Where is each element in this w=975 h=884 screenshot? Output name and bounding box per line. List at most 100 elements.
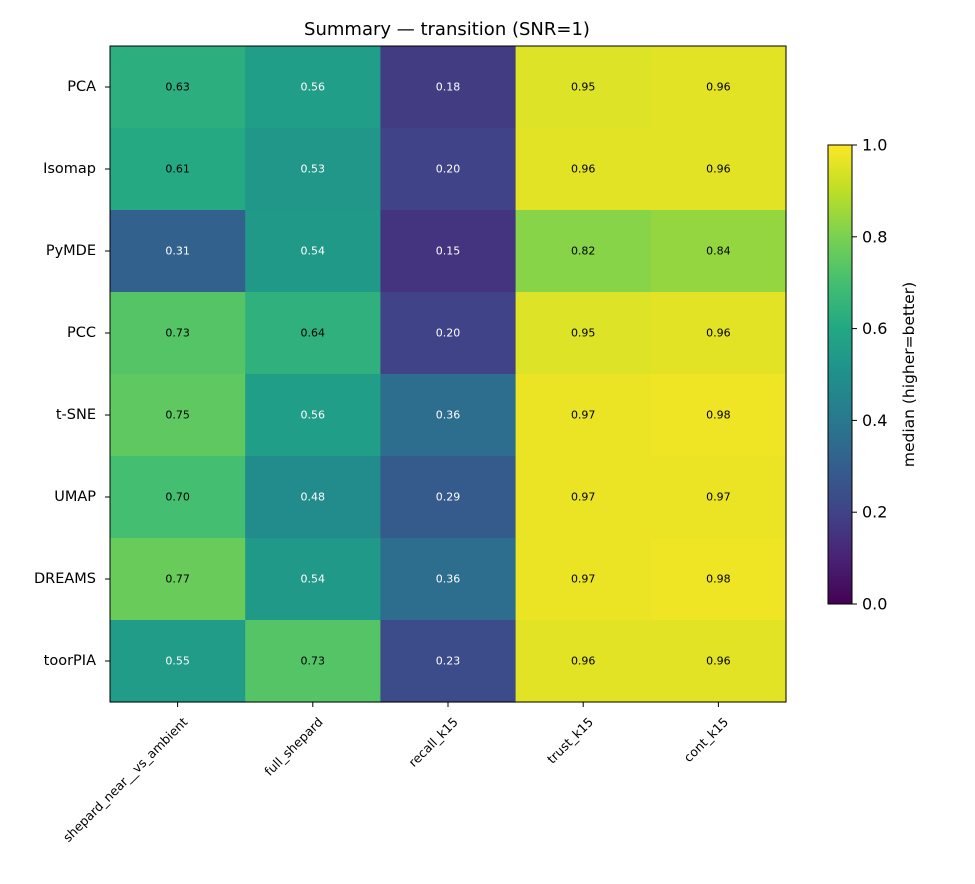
heatmap-cell bbox=[515, 128, 652, 211]
heatmap-cell bbox=[650, 210, 787, 293]
colorbar-tick-label: 0.8 bbox=[862, 227, 887, 246]
cell-value-label: 0.82 bbox=[571, 245, 596, 258]
column-label: cont_k15 bbox=[681, 714, 732, 765]
row-label: DREAMS bbox=[34, 571, 96, 587]
cell-value-label: 0.56 bbox=[301, 409, 326, 422]
column-labels: shepard_near__vs_ambient full_shepard reca… bbox=[60, 702, 731, 845]
heatmap-cell bbox=[245, 620, 381, 703]
heatmap-cell bbox=[245, 128, 381, 211]
row-label: Isomap bbox=[43, 161, 96, 177]
cell-value-label: 0.20 bbox=[436, 327, 461, 340]
cell-value-label: 0.54 bbox=[301, 573, 326, 586]
colorbar-tick-label: 0.4 bbox=[862, 411, 887, 430]
cell-value-label: 0.36 bbox=[436, 573, 461, 586]
heatmap-cell bbox=[245, 292, 381, 375]
heatmap-cell bbox=[650, 538, 787, 621]
heatmap-cell bbox=[245, 456, 381, 539]
heatmap-cell bbox=[650, 292, 787, 375]
heatmap-cell bbox=[515, 456, 652, 539]
heatmap-cell bbox=[650, 46, 787, 129]
cell-value-label: 0.36 bbox=[436, 409, 461, 422]
heatmap-cell bbox=[245, 210, 381, 293]
heatmap-cell bbox=[650, 374, 787, 457]
heatmap-cell bbox=[515, 538, 652, 621]
row-label: t-SNE bbox=[56, 407, 96, 423]
row-label: toorPIA bbox=[44, 653, 96, 669]
cell-value-label: 0.97 bbox=[571, 573, 596, 586]
row-label: PyMDE bbox=[46, 243, 96, 259]
heatmap-cell bbox=[110, 620, 246, 703]
heatmap-cell bbox=[380, 292, 517, 375]
heatmap-cell bbox=[110, 456, 246, 539]
column-label: trust_k15 bbox=[544, 714, 596, 766]
cell-value-label: 0.55 bbox=[165, 655, 190, 668]
cell-value-label: 0.73 bbox=[301, 655, 326, 668]
colorbar-gradient bbox=[827, 144, 853, 605]
heatmap-cell bbox=[245, 46, 381, 129]
cell-value-label: 0.95 bbox=[571, 81, 596, 94]
heatmap-cell bbox=[110, 292, 246, 375]
cell-value-label: 0.97 bbox=[706, 491, 731, 504]
cell-value-label: 0.61 bbox=[165, 163, 190, 176]
cell-value-label: 0.54 bbox=[301, 245, 326, 258]
heatmap-cell bbox=[245, 538, 381, 621]
column-label: shepard_near__vs_ambient bbox=[60, 714, 191, 845]
cell-value-label: 0.48 bbox=[301, 491, 326, 504]
column-label: recall_k15 bbox=[405, 714, 460, 769]
colorbar-tick-label: 0.2 bbox=[862, 503, 887, 522]
chart-title: Summary — transition (SNR=1) bbox=[304, 19, 590, 40]
cell-value-label: 0.98 bbox=[706, 573, 731, 586]
cell-value-label: 0.56 bbox=[301, 81, 326, 94]
heatmap-cell bbox=[515, 620, 652, 703]
cell-value-label: 0.15 bbox=[436, 245, 461, 258]
heatmap-cell bbox=[380, 620, 517, 703]
heatmap-cell bbox=[380, 374, 517, 457]
cell-value-label: 0.77 bbox=[165, 573, 190, 586]
heatmap-cell bbox=[110, 46, 246, 129]
cell-value-label: 0.96 bbox=[571, 163, 596, 176]
row-labels: PCA Isomap PyMDE PCC t-SNE UMAP DREAMS toorPIA bbox=[34, 79, 110, 669]
cell-value-label: 0.53 bbox=[301, 163, 326, 176]
cell-value-label: 0.75 bbox=[165, 409, 190, 422]
heatmap-cell bbox=[515, 210, 652, 293]
colorbar: 0.0 0.2 0.4 0.6 0.8 1.0 median (higher=better) bbox=[827, 136, 918, 614]
heatmap-cell bbox=[110, 538, 246, 621]
heatmap-cell bbox=[650, 128, 787, 211]
cell-value-label: 0.96 bbox=[706, 327, 731, 340]
cell-value-label: 0.20 bbox=[436, 163, 461, 176]
cell-value-label: 0.98 bbox=[706, 409, 731, 422]
heatmap-cell bbox=[380, 456, 517, 539]
heatmap-cell bbox=[245, 374, 381, 457]
cell-value-label: 0.97 bbox=[571, 409, 596, 422]
colorbar-tick-label: 0.6 bbox=[862, 319, 887, 338]
row-label: UMAP bbox=[54, 489, 96, 505]
cell-value-label: 0.84 bbox=[706, 245, 731, 258]
colorbar-label: median (higher=better) bbox=[900, 282, 918, 467]
cell-value-label: 0.73 bbox=[165, 327, 190, 340]
cell-value-label: 0.31 bbox=[165, 245, 190, 258]
cell-value-label: 0.96 bbox=[571, 655, 596, 668]
heatmap-cell bbox=[515, 292, 652, 375]
row-label: PCC bbox=[67, 325, 96, 341]
cell-value-label: 0.18 bbox=[436, 81, 461, 94]
cell-value-label: 0.96 bbox=[706, 163, 731, 176]
heatmap-cell bbox=[515, 46, 652, 129]
cell-value-label: 0.96 bbox=[706, 81, 731, 94]
heatmap-cell bbox=[380, 128, 517, 211]
heatmap-cell bbox=[515, 374, 652, 457]
heatmap-cell bbox=[650, 620, 787, 703]
heatmap-cell bbox=[650, 456, 787, 539]
heatmap-cells: 0.63 0.56 0.18 0.95 0.96 0.61 0.53 0.20 0.96 0.96… bbox=[110, 46, 787, 703]
cell-value-label: 0.63 bbox=[165, 81, 190, 94]
heatmap-cell bbox=[380, 538, 517, 621]
colorbar-tick-label: 0.0 bbox=[862, 595, 887, 614]
heatmap-cell bbox=[380, 46, 517, 129]
colorbar-tick-label: 1.0 bbox=[862, 136, 887, 155]
cell-value-label: 0.97 bbox=[571, 491, 596, 504]
heatmap-cell bbox=[110, 128, 246, 211]
cell-value-label: 0.70 bbox=[165, 491, 190, 504]
cell-value-label: 0.29 bbox=[436, 491, 461, 504]
column-label: full_shepard bbox=[261, 714, 325, 778]
heatmap-cell bbox=[110, 210, 246, 293]
